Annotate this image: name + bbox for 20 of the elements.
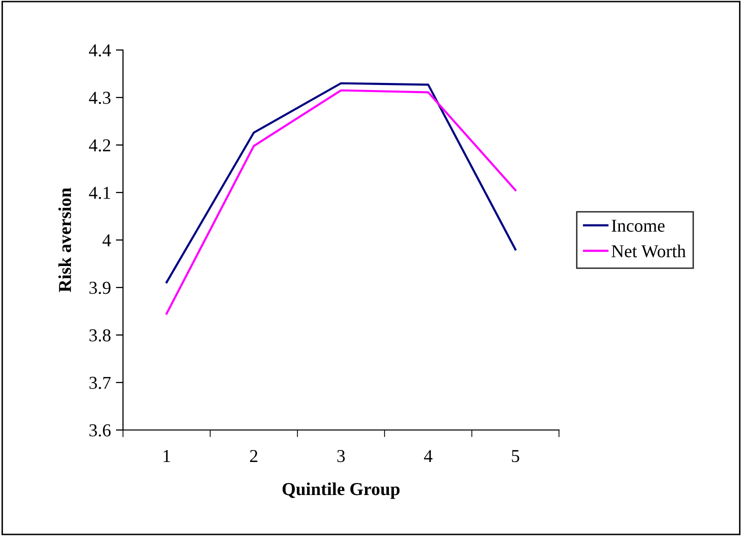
y-tick-label: 3.7 (89, 376, 111, 390)
legend-label: Net Worth (612, 244, 686, 258)
y-tick-label: 4.3 (88, 92, 110, 104)
x-tick-label: 1 (164, 450, 170, 462)
y-tick-label: 4.2 (88, 139, 110, 152)
y-tick-label: 3.9 (89, 282, 110, 294)
y-tick-label: 4.1 (88, 186, 110, 200)
y-tick-label: 4 (102, 234, 111, 246)
y-tick-label: 3.6 (89, 424, 111, 437)
x-tick-label: 3 (337, 450, 345, 462)
y-tick-label: 3.8 (89, 329, 111, 342)
legend-label: Income (612, 220, 665, 232)
x-tick-label: 5 (512, 450, 520, 462)
line-series (166, 82, 516, 284)
y-tick-label: 4.4 (88, 44, 111, 57)
y-axis-title: Risk aversion (58, 188, 72, 292)
x-tick-label: 2 (250, 450, 258, 462)
x-axis-title: Quintile Group (282, 482, 400, 499)
line-series (166, 89, 516, 315)
x-tick-label: 4 (424, 450, 432, 462)
